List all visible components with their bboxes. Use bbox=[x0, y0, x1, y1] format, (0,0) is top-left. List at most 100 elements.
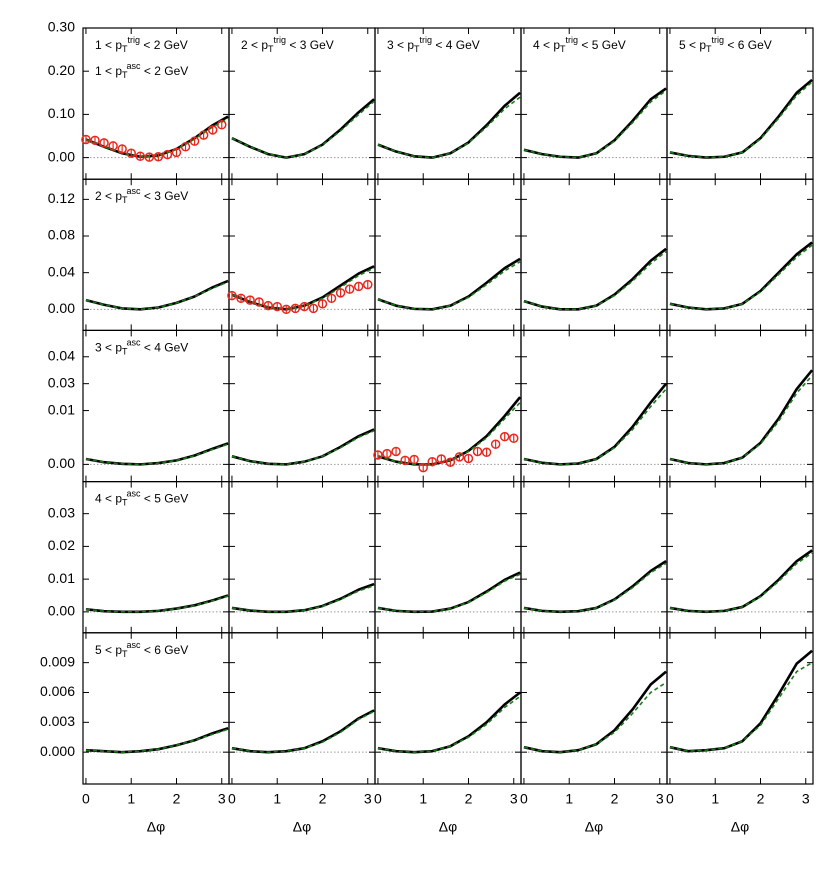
label-sub: T bbox=[706, 44, 712, 54]
panel-label: 2 < pTasc < 3 GeV bbox=[95, 187, 188, 206]
x-tick-label: 0 bbox=[374, 791, 382, 807]
solid-curve bbox=[231, 98, 375, 159]
panel-label: 3 < pTasc < 4 GeV bbox=[95, 338, 188, 357]
panel-label: 4 < pTasc < 5 GeV bbox=[95, 489, 188, 508]
y-tick-label: 0.00 bbox=[48, 455, 75, 471]
y-tick-label: 0.08 bbox=[48, 227, 75, 243]
label-sub: T bbox=[122, 70, 128, 80]
x-tick-label: 1 bbox=[711, 791, 719, 807]
y-tick-label: 0.00 bbox=[48, 148, 75, 164]
label-text: < 3 GeV bbox=[286, 38, 334, 52]
solid-curve bbox=[231, 428, 375, 466]
y-tick-label: 0.003 bbox=[40, 713, 75, 729]
label-sup: asc bbox=[127, 338, 142, 348]
panel-frame bbox=[228, 178, 376, 331]
dashed-curve bbox=[85, 118, 229, 158]
x-axis-label: Δφ bbox=[293, 819, 311, 835]
x-tick-label: 0 bbox=[82, 791, 90, 807]
y-tick-label: 0.03 bbox=[48, 504, 75, 520]
solid-curve bbox=[523, 382, 668, 466]
dashed-curve bbox=[377, 695, 521, 753]
y-tick-label: 0.01 bbox=[48, 401, 75, 417]
x-tick-label: 2 bbox=[611, 791, 619, 807]
dashed-curve bbox=[669, 244, 813, 311]
dashed-curve bbox=[231, 100, 375, 159]
panel-label: 5 < pTtrig < 6 GeV bbox=[679, 35, 772, 54]
dashed-curve bbox=[377, 260, 521, 311]
solid-curve bbox=[523, 560, 667, 614]
label-sub: T bbox=[560, 44, 566, 54]
label-text: 3 < p bbox=[387, 38, 414, 52]
solid-curve bbox=[523, 87, 667, 159]
solid-curve bbox=[377, 257, 521, 311]
label-sup: trig bbox=[420, 35, 433, 45]
dashed-curve bbox=[231, 710, 375, 753]
x-tick-label: 0 bbox=[666, 791, 674, 807]
panel-frame bbox=[374, 178, 522, 331]
dashed-curve bbox=[523, 562, 667, 613]
label-text: 1 < p bbox=[95, 64, 122, 78]
label-sup: trig bbox=[274, 35, 287, 45]
y-tick-label: 0.10 bbox=[48, 105, 75, 121]
solid-curve bbox=[377, 91, 521, 159]
label-text: < 6 GeV bbox=[141, 643, 189, 657]
x-tick-label: 0 bbox=[228, 791, 236, 807]
label-text: < 4 GeV bbox=[432, 38, 480, 52]
y-tick-label: 0.006 bbox=[40, 683, 75, 699]
label-sup: trig bbox=[566, 35, 579, 45]
dashed-curve bbox=[523, 250, 667, 311]
dashed-curve bbox=[85, 281, 229, 311]
x-tick-label: 1 bbox=[127, 791, 135, 807]
label-text: < 2 GeV bbox=[141, 64, 189, 78]
x-tick-label: 3 bbox=[802, 791, 810, 807]
dashed-curve bbox=[669, 81, 813, 159]
y-tick-label: 0.03 bbox=[48, 374, 75, 390]
x-tick-label: 2 bbox=[465, 791, 473, 807]
y-tick-label: 0.00 bbox=[48, 603, 75, 619]
dashed-curve bbox=[85, 443, 229, 466]
solid-curve bbox=[669, 649, 813, 753]
y-tick-label: 0.30 bbox=[48, 19, 75, 35]
label-sup: asc bbox=[127, 187, 142, 197]
dashed-curve bbox=[377, 401, 521, 466]
panel-label: 3 < pTtrig < 4 GeV bbox=[387, 35, 480, 54]
panel-frame bbox=[666, 632, 814, 785]
dashed-curve bbox=[85, 595, 229, 613]
dashed-curve bbox=[231, 584, 375, 613]
solid-curve bbox=[377, 571, 521, 614]
y-tick-label: 0.02 bbox=[48, 537, 75, 553]
label-text: 4 < p bbox=[533, 38, 560, 52]
label-text: 5 < p bbox=[95, 643, 122, 657]
label-sub: T bbox=[122, 347, 128, 357]
label-text: < 3 GeV bbox=[141, 189, 189, 203]
label-sub: T bbox=[122, 498, 128, 508]
x-tick-label: 3 bbox=[218, 791, 226, 807]
solid-curve bbox=[669, 78, 813, 159]
y-tick-label: 0.000 bbox=[40, 743, 75, 759]
label-sup: trig bbox=[712, 35, 725, 45]
label-text: 2 < p bbox=[241, 38, 268, 52]
x-axis-label: Δφ bbox=[439, 819, 457, 835]
label-text: < 5 GeV bbox=[141, 492, 189, 506]
label-sup: trig bbox=[128, 35, 141, 45]
y-tick-label: 0.00 bbox=[48, 300, 75, 316]
label-text: < 4 GeV bbox=[141, 341, 189, 355]
x-tick-label: 2 bbox=[757, 791, 765, 807]
x-tick-label: 2 bbox=[173, 791, 181, 807]
solid-curve bbox=[231, 582, 375, 614]
label-sub: T bbox=[122, 44, 128, 54]
solid-curve bbox=[523, 247, 667, 311]
x-axis-label: Δφ bbox=[147, 819, 165, 835]
panel-frame bbox=[520, 632, 668, 785]
panel-label: 2 < pTtrig < 3 GeV bbox=[241, 35, 334, 54]
dashed-curve bbox=[523, 388, 667, 466]
label-text: < 5 GeV bbox=[578, 38, 626, 52]
dashed-curve bbox=[669, 375, 813, 466]
y-tick-label: 0.12 bbox=[48, 190, 75, 206]
label-text: < 2 GeV bbox=[140, 38, 188, 52]
label-sub: T bbox=[122, 196, 128, 206]
panel-frame bbox=[228, 632, 376, 785]
label-text: 3 < p bbox=[95, 341, 122, 355]
y-tick-label: 0.04 bbox=[48, 263, 75, 279]
solid-curve bbox=[669, 369, 814, 466]
